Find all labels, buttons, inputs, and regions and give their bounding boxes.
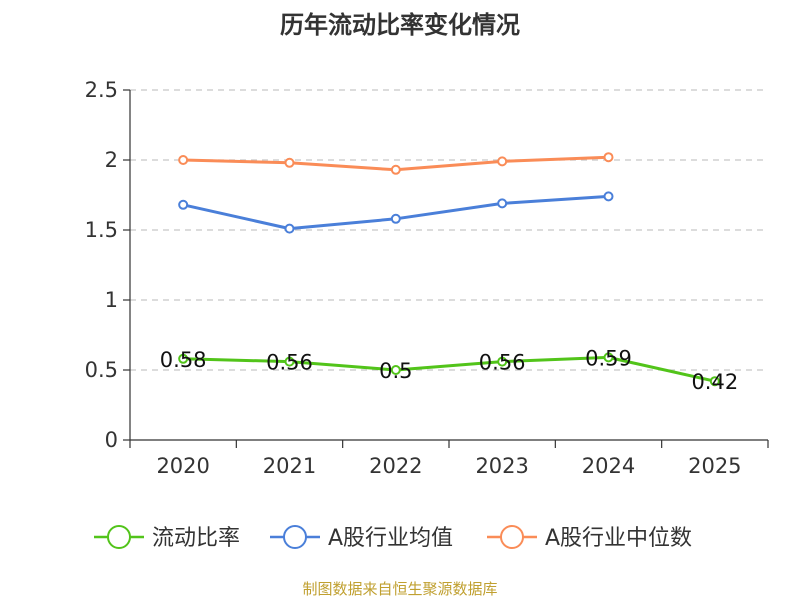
- data-label: 0.56: [479, 351, 526, 375]
- legend-label: 流动比率: [152, 526, 240, 551]
- data-point[interactable]: [284, 157, 295, 168]
- data-point[interactable]: [603, 152, 614, 163]
- data-point[interactable]: [603, 352, 614, 363]
- data-label: 0.56: [266, 351, 313, 375]
- data-point[interactable]: [603, 191, 614, 202]
- y-tick-label: 0.5: [85, 358, 118, 382]
- data-point[interactable]: [178, 155, 189, 165]
- data-point[interactable]: [390, 213, 401, 224]
- y-tick-label: 1.5: [85, 218, 118, 242]
- series-layer: [178, 152, 720, 387]
- series-2: [178, 152, 614, 175]
- data-point[interactable]: [390, 365, 401, 375]
- x-tick-label: 2025: [688, 454, 741, 478]
- x-tick-label: 2020: [156, 454, 209, 478]
- series-line: [183, 355, 716, 383]
- x-tick-label: 2023: [475, 454, 528, 478]
- data-label: 0.5: [379, 359, 412, 383]
- data-point[interactable]: [284, 356, 295, 367]
- data-point[interactable]: [284, 223, 295, 234]
- source-note: 制图数据来自恒生聚源数据库: [302, 580, 497, 598]
- y-tick-label: 1: [105, 288, 118, 312]
- x-tick-label: 2024: [582, 454, 635, 478]
- legend-item-0[interactable]: 流动比率: [94, 525, 240, 551]
- data-point[interactable]: [497, 198, 508, 209]
- y-tick-label: 2.5: [85, 78, 118, 102]
- legend-item-2[interactable]: A股行业中位数: [487, 525, 692, 551]
- x-tick-label: 2021: [263, 454, 316, 478]
- data-point[interactable]: [178, 353, 189, 364]
- legend-marker-icon: [283, 525, 307, 549]
- y-tick-label: 2: [105, 148, 118, 172]
- x-tick-label: 2022: [369, 454, 422, 478]
- data-label: 0.42: [691, 370, 738, 394]
- legend-marker-icon: [107, 525, 131, 549]
- legend-marker-icon: [500, 525, 524, 549]
- series-1: [178, 191, 614, 234]
- legend[interactable]: 流动比率 A股行业均值 A股行业中位数: [94, 525, 692, 551]
- data-point[interactable]: [390, 164, 401, 175]
- data-labels: 0.58 0.56 0.5 0.56 0.59 0.42: [160, 346, 738, 394]
- grid-lines: [130, 89, 768, 371]
- series-0: [178, 352, 720, 387]
- data-label: 0.58: [160, 348, 207, 372]
- data-point[interactable]: [709, 376, 720, 387]
- chart-title: 历年流动比率变化情况: [280, 11, 520, 39]
- data-point[interactable]: [497, 156, 508, 167]
- data-point[interactable]: [497, 356, 508, 367]
- y-tick-label: 0: [105, 428, 118, 452]
- data-point[interactable]: [178, 199, 189, 210]
- legend-label: A股行业中位数: [545, 526, 692, 551]
- legend-item-1[interactable]: A股行业均值: [270, 525, 453, 551]
- legend-label: A股行业均值: [328, 526, 453, 551]
- data-label: 0.59: [585, 346, 632, 370]
- axes: 0 0.5 1 1.5 2 2.5 2020 2021 2022 2023 2024 2025: [85, 78, 769, 478]
